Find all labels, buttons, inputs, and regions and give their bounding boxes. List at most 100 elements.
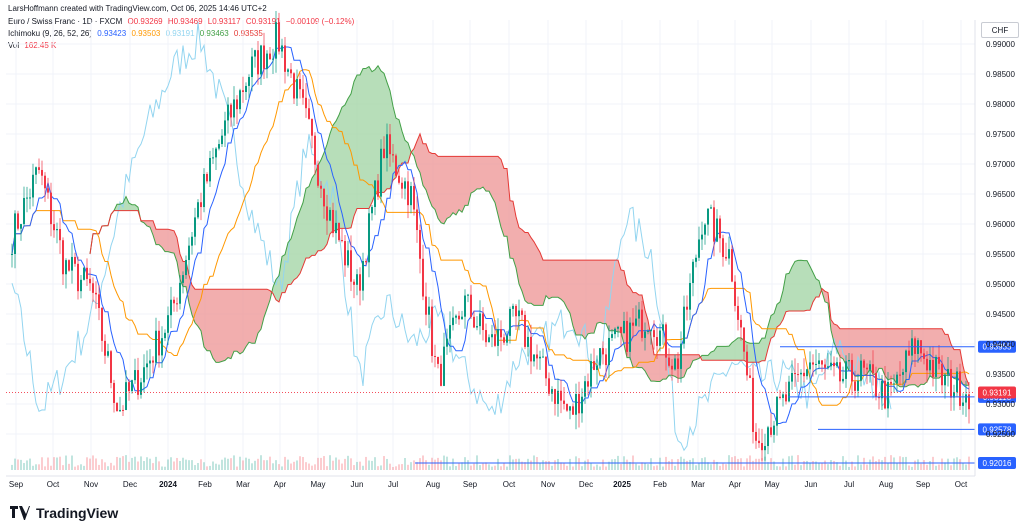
volume-bar	[497, 458, 499, 470]
volume-bar	[767, 462, 769, 470]
candle-body	[386, 134, 388, 159]
volume-bar	[83, 465, 85, 470]
candle-body	[791, 373, 793, 382]
candle-body	[839, 362, 841, 382]
cloud-segment	[825, 291, 828, 304]
last-price-label-box	[978, 386, 1016, 399]
candle-body	[836, 362, 838, 367]
candle-body	[74, 256, 76, 264]
candle-body	[299, 79, 301, 90]
volume-bar	[185, 459, 187, 470]
volume-bar	[341, 463, 343, 470]
level-label-box[interactable]	[978, 340, 1016, 353]
volume-bar	[140, 456, 142, 470]
volume-bar	[893, 457, 895, 470]
brand-logo[interactable]: TradingView	[10, 505, 118, 521]
candle-body	[833, 362, 835, 367]
volume-bar	[860, 464, 862, 470]
volume-bar	[290, 463, 292, 470]
candle-body	[392, 154, 394, 156]
cloud-segment	[795, 260, 798, 312]
candle-body	[605, 354, 607, 366]
cloud-segment	[363, 68, 366, 209]
candle-body	[914, 338, 916, 354]
candle-body	[710, 207, 712, 209]
currency-selector[interactable]: CHF	[981, 22, 1019, 38]
volume-bar	[146, 457, 148, 470]
candle-body	[779, 396, 781, 398]
cloud-segment	[123, 196, 126, 211]
candle-body	[347, 250, 349, 266]
volume-bar	[77, 465, 79, 470]
volume-bar	[542, 460, 544, 470]
volume-bar	[284, 456, 286, 470]
candle-body	[302, 89, 304, 98]
cloud-segment	[489, 156, 492, 198]
candle-body	[584, 381, 586, 397]
volume-bar	[197, 462, 199, 470]
volume-bar	[611, 459, 613, 470]
candle-body	[107, 351, 109, 356]
volume-bar	[458, 463, 460, 470]
candle-body	[119, 409, 121, 412]
candle-body	[203, 174, 205, 208]
candle-body	[821, 360, 823, 365]
volume-bar	[314, 464, 316, 470]
volume-legend[interactable]: Vol 162.45 K	[8, 41, 59, 50]
cloud-segment	[924, 328, 927, 385]
volume-bar	[743, 466, 745, 470]
level-label[interactable]: 0.92016	[983, 459, 1012, 468]
volume-bar	[431, 457, 433, 470]
candle-body	[788, 381, 790, 402]
candlesticks	[11, 11, 970, 461]
cloud-segment	[690, 354, 693, 368]
cloud-segment	[606, 260, 609, 331]
candle-body	[797, 374, 799, 376]
candle-body	[479, 313, 481, 327]
level-label[interactable]: 0.93955	[983, 343, 1012, 352]
volume-bar	[47, 457, 49, 470]
volume-bar	[629, 461, 631, 470]
candle-body	[356, 274, 358, 285]
volume-bar	[281, 466, 283, 470]
candle-body	[335, 222, 337, 234]
volume-bar	[362, 465, 364, 470]
candle-body	[947, 368, 949, 375]
candle-body	[167, 315, 169, 333]
volume-bar	[944, 462, 946, 470]
cloud-segment	[657, 354, 660, 382]
candle-body	[941, 363, 943, 386]
x-tick-label: May	[764, 480, 779, 489]
volume-bar	[308, 463, 310, 470]
volume-bar	[71, 455, 73, 470]
volume-bar	[107, 466, 109, 470]
cloud-segment	[531, 237, 534, 306]
volume-bar	[815, 461, 817, 470]
candle-body	[683, 306, 685, 344]
ichimoku-legend[interactable]: Ichimoku (9, 26, 52, 26) 0.93423 0.93503…	[8, 29, 266, 38]
candle-body	[308, 108, 310, 119]
volume-bar	[965, 464, 967, 470]
cloud-segment	[426, 143, 429, 199]
symbol-legend[interactable]: Euro / Swiss Franc · 1D · FXCM O0.93269 …	[8, 17, 357, 26]
candle-body	[515, 305, 517, 317]
volume-bar	[383, 456, 385, 470]
level-label-box[interactable]	[978, 457, 1016, 470]
x-tick-label: 2025	[613, 480, 631, 489]
candle-body	[671, 365, 673, 370]
candle-body	[776, 396, 778, 426]
x-tick-label: Jul	[388, 480, 398, 489]
candle-body	[401, 182, 403, 189]
level-label-box[interactable]	[978, 423, 1016, 436]
volume-bar	[149, 458, 151, 470]
volume-bar	[275, 460, 277, 470]
volume-bar	[350, 458, 352, 470]
cloud-segment	[150, 220, 153, 235]
candle-body	[740, 319, 742, 328]
level-label[interactable]: 0.92578	[983, 425, 1012, 434]
candle-body	[182, 275, 184, 283]
candle-body	[14, 213, 16, 254]
candle-body	[725, 256, 727, 259]
